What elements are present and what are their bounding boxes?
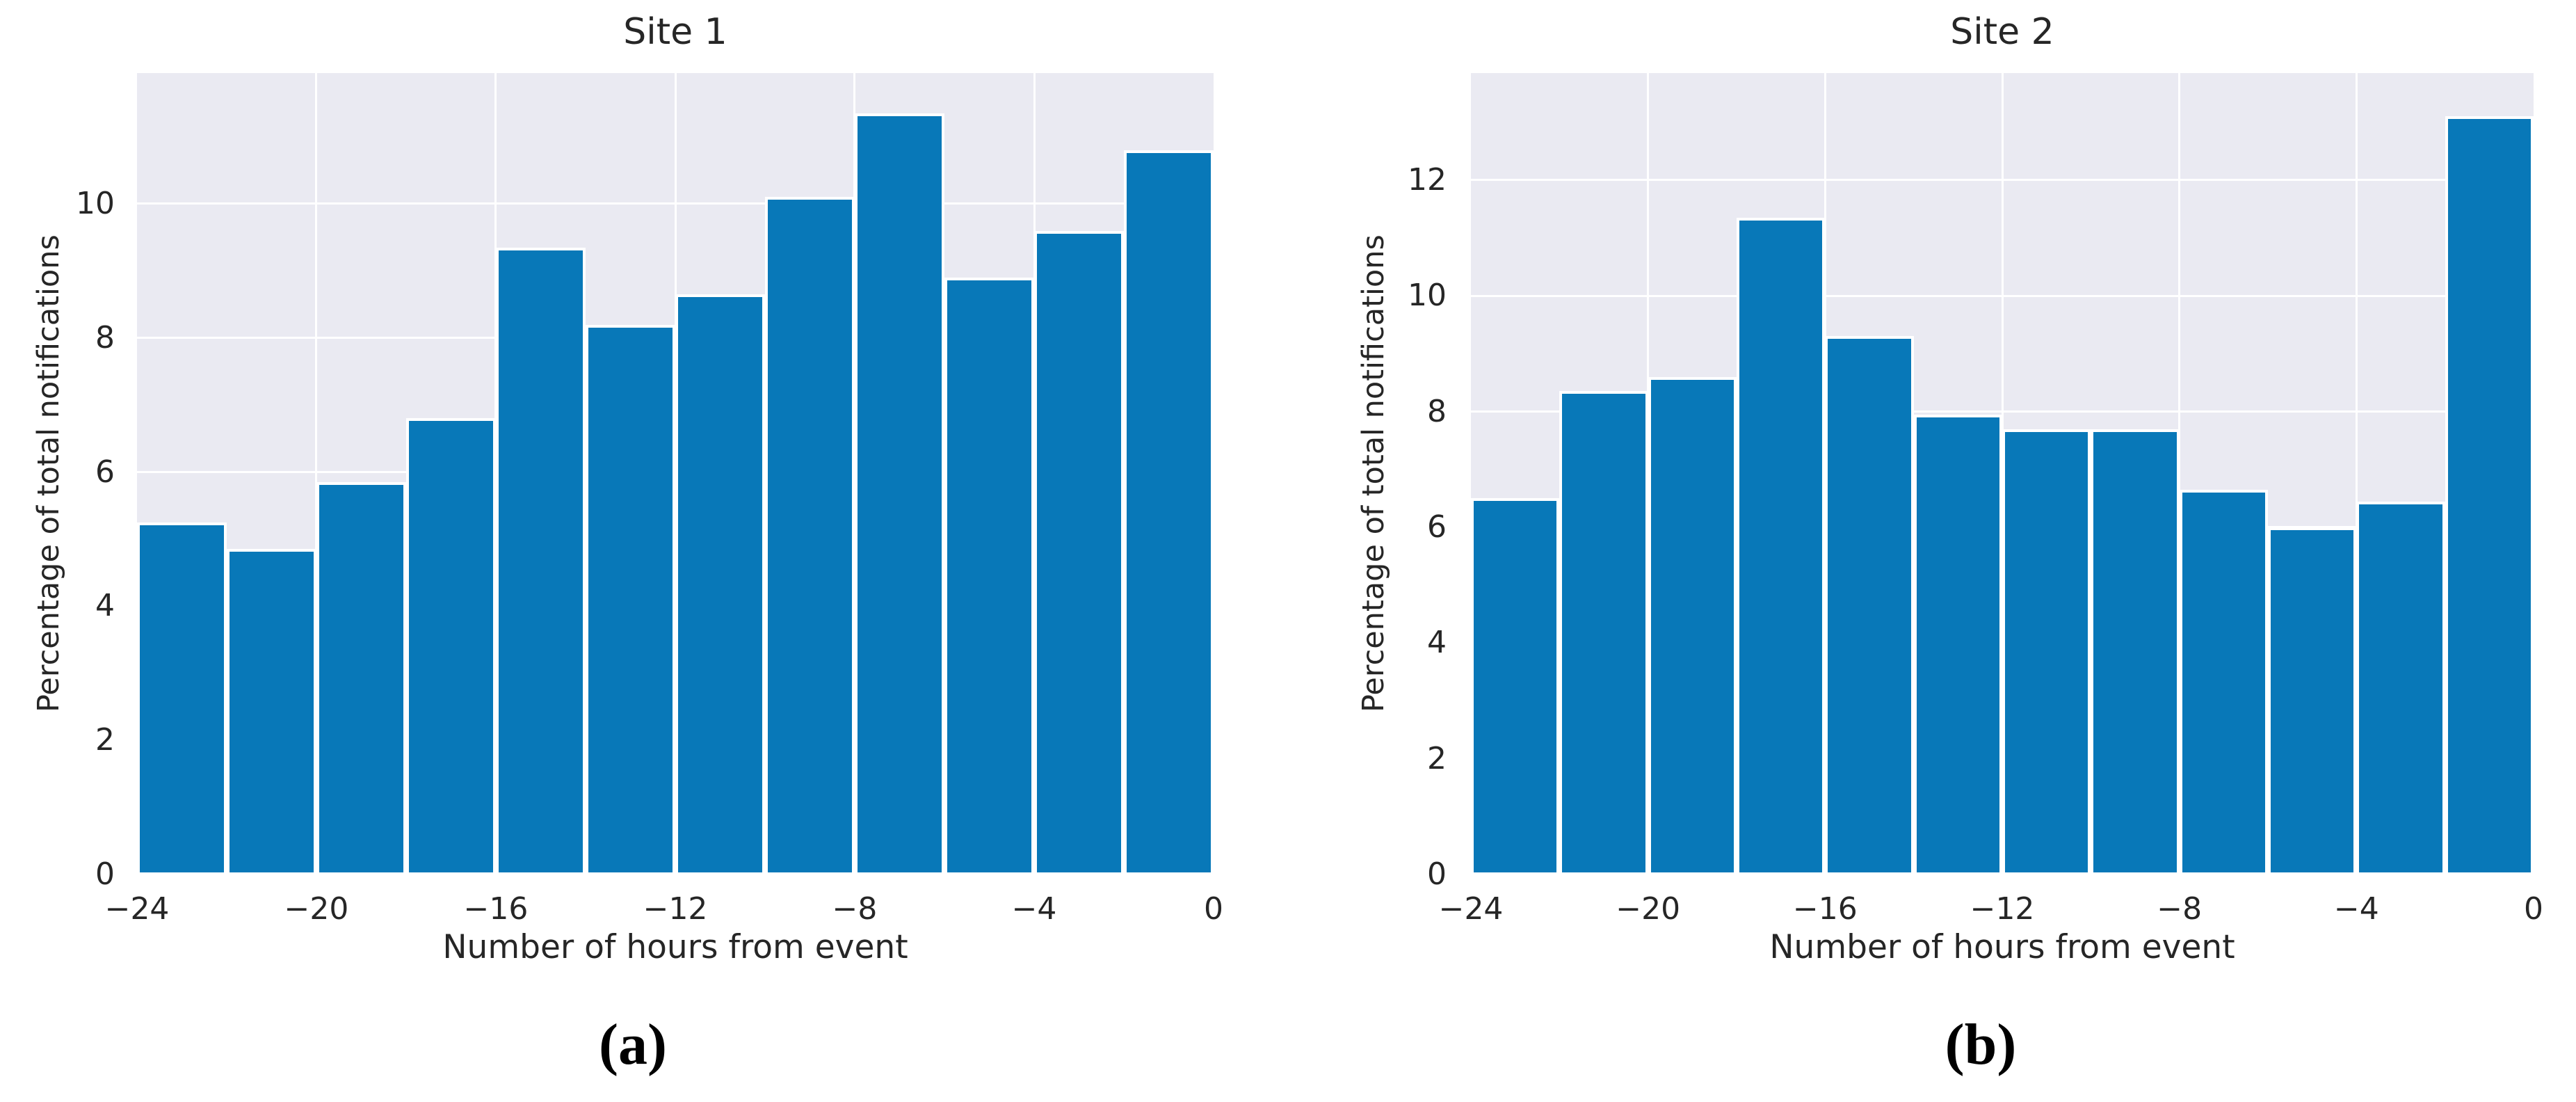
histogram-bar bbox=[2002, 429, 2091, 875]
histogram-bar bbox=[495, 247, 586, 875]
gridline-vertical bbox=[2001, 73, 2004, 875]
histogram-bar bbox=[944, 278, 1034, 875]
y-tick-label: 0 bbox=[95, 856, 115, 892]
gridline-horizontal bbox=[1471, 179, 2534, 182]
y-axis-label: Percentage of total notifications bbox=[31, 234, 66, 713]
x-tick-label: 0 bbox=[2524, 891, 2543, 927]
gridline-vertical bbox=[674, 73, 677, 875]
histogram-bar bbox=[1034, 230, 1124, 875]
x-tick-label: −24 bbox=[104, 891, 170, 927]
histogram-bar bbox=[586, 324, 675, 875]
y-tick-label: 6 bbox=[95, 454, 115, 490]
x-axis-ticks: −24 −20 −16 −12 −8 −4 0 bbox=[1439, 890, 2543, 929]
gridline-vertical bbox=[2178, 73, 2181, 875]
histogram-bar bbox=[1913, 414, 2002, 875]
y-axis-ticks: 0 2 4 6 8 10 12 bbox=[1307, 73, 1447, 889]
gridline-horizontal bbox=[137, 739, 1214, 742]
gridline-vertical bbox=[494, 73, 497, 875]
gridline-horizontal bbox=[1471, 526, 2534, 529]
gridline-horizontal bbox=[1471, 294, 2534, 297]
histogram-bar bbox=[1825, 336, 1914, 875]
histogram-bar bbox=[1124, 150, 1214, 875]
histogram-bar bbox=[1471, 498, 1560, 875]
x-axis-label: Number of hours from event bbox=[1769, 928, 2235, 966]
y-axis-label: Percentage of total notifications bbox=[1356, 234, 1391, 713]
histogram-bar bbox=[2356, 501, 2445, 875]
x-tick-label: −8 bbox=[832, 891, 878, 927]
chart-title: Site 2 bbox=[1950, 11, 2054, 53]
y-tick-label: 2 bbox=[95, 722, 115, 758]
y-tick-label: 4 bbox=[1427, 625, 1447, 661]
x-tick-label: −12 bbox=[1970, 891, 2035, 927]
gridline-horizontal bbox=[1471, 410, 2534, 413]
gridline-horizontal bbox=[1471, 641, 2534, 644]
gridline-horizontal bbox=[137, 471, 1214, 474]
histogram-bar bbox=[675, 294, 765, 875]
gridline-vertical bbox=[1647, 73, 1650, 875]
gridline-vertical bbox=[853, 73, 856, 875]
y-tick-label: 10 bbox=[1408, 278, 1447, 314]
x-tick-label: 0 bbox=[1204, 891, 1223, 927]
chart-title: Site 1 bbox=[623, 11, 727, 53]
y-tick-label: 12 bbox=[1408, 161, 1447, 198]
y-axis-ticks: 0 2 4 6 8 10 bbox=[0, 73, 115, 889]
y-tick-label: 6 bbox=[1427, 509, 1447, 545]
gridline-vertical bbox=[315, 73, 318, 875]
x-tick-label: −24 bbox=[1438, 891, 1504, 927]
histogram-bar bbox=[2268, 527, 2357, 875]
gridline-vertical bbox=[1824, 73, 1826, 875]
gridline-horizontal bbox=[1471, 758, 2534, 760]
histogram-bar bbox=[2445, 116, 2534, 875]
plot-area bbox=[1471, 73, 2534, 875]
x-tick-label: −4 bbox=[2333, 891, 2379, 927]
gridline-vertical bbox=[1033, 73, 1036, 875]
gridline-horizontal bbox=[137, 202, 1214, 205]
histogram-bar bbox=[1648, 376, 1737, 875]
histogram-bar bbox=[1559, 391, 1648, 875]
x-tick-label: −12 bbox=[643, 891, 708, 927]
gridline-vertical bbox=[2355, 73, 2358, 875]
x-tick-label: −8 bbox=[2157, 891, 2203, 927]
subfigure-caption-b: (b) bbox=[1945, 1012, 2017, 1077]
plot-area bbox=[137, 73, 1214, 875]
x-tick-label: −16 bbox=[1792, 891, 1858, 927]
histogram-bar bbox=[854, 113, 944, 875]
subfigure-caption-a: (a) bbox=[599, 1012, 667, 1077]
y-tick-label: 8 bbox=[1427, 393, 1447, 429]
histogram-bar bbox=[1737, 217, 1826, 875]
gridline-horizontal bbox=[137, 337, 1214, 340]
histogram-bar bbox=[137, 522, 227, 875]
x-axis-label: Number of hours from event bbox=[442, 928, 908, 966]
x-tick-label: −20 bbox=[1616, 891, 1681, 927]
y-tick-label: 4 bbox=[95, 588, 115, 624]
y-tick-label: 8 bbox=[95, 319, 115, 356]
histogram-bar bbox=[2179, 489, 2268, 875]
x-tick-label: −4 bbox=[1011, 891, 1057, 927]
y-tick-label: 10 bbox=[76, 185, 115, 221]
y-tick-label: 0 bbox=[1427, 856, 1447, 892]
x-tick-label: −20 bbox=[284, 891, 349, 927]
gridline-horizontal bbox=[137, 605, 1214, 607]
histogram-bar bbox=[226, 549, 316, 875]
histogram-bar bbox=[2091, 429, 2180, 875]
y-tick-label: 2 bbox=[1427, 740, 1447, 776]
histogram-bar bbox=[765, 197, 855, 875]
x-axis-ticks: −24 −20 −16 −12 −8 −4 0 bbox=[105, 890, 1223, 929]
histogram-bar bbox=[406, 418, 496, 875]
histogram-bar bbox=[316, 482, 406, 875]
x-tick-label: −16 bbox=[463, 891, 529, 927]
